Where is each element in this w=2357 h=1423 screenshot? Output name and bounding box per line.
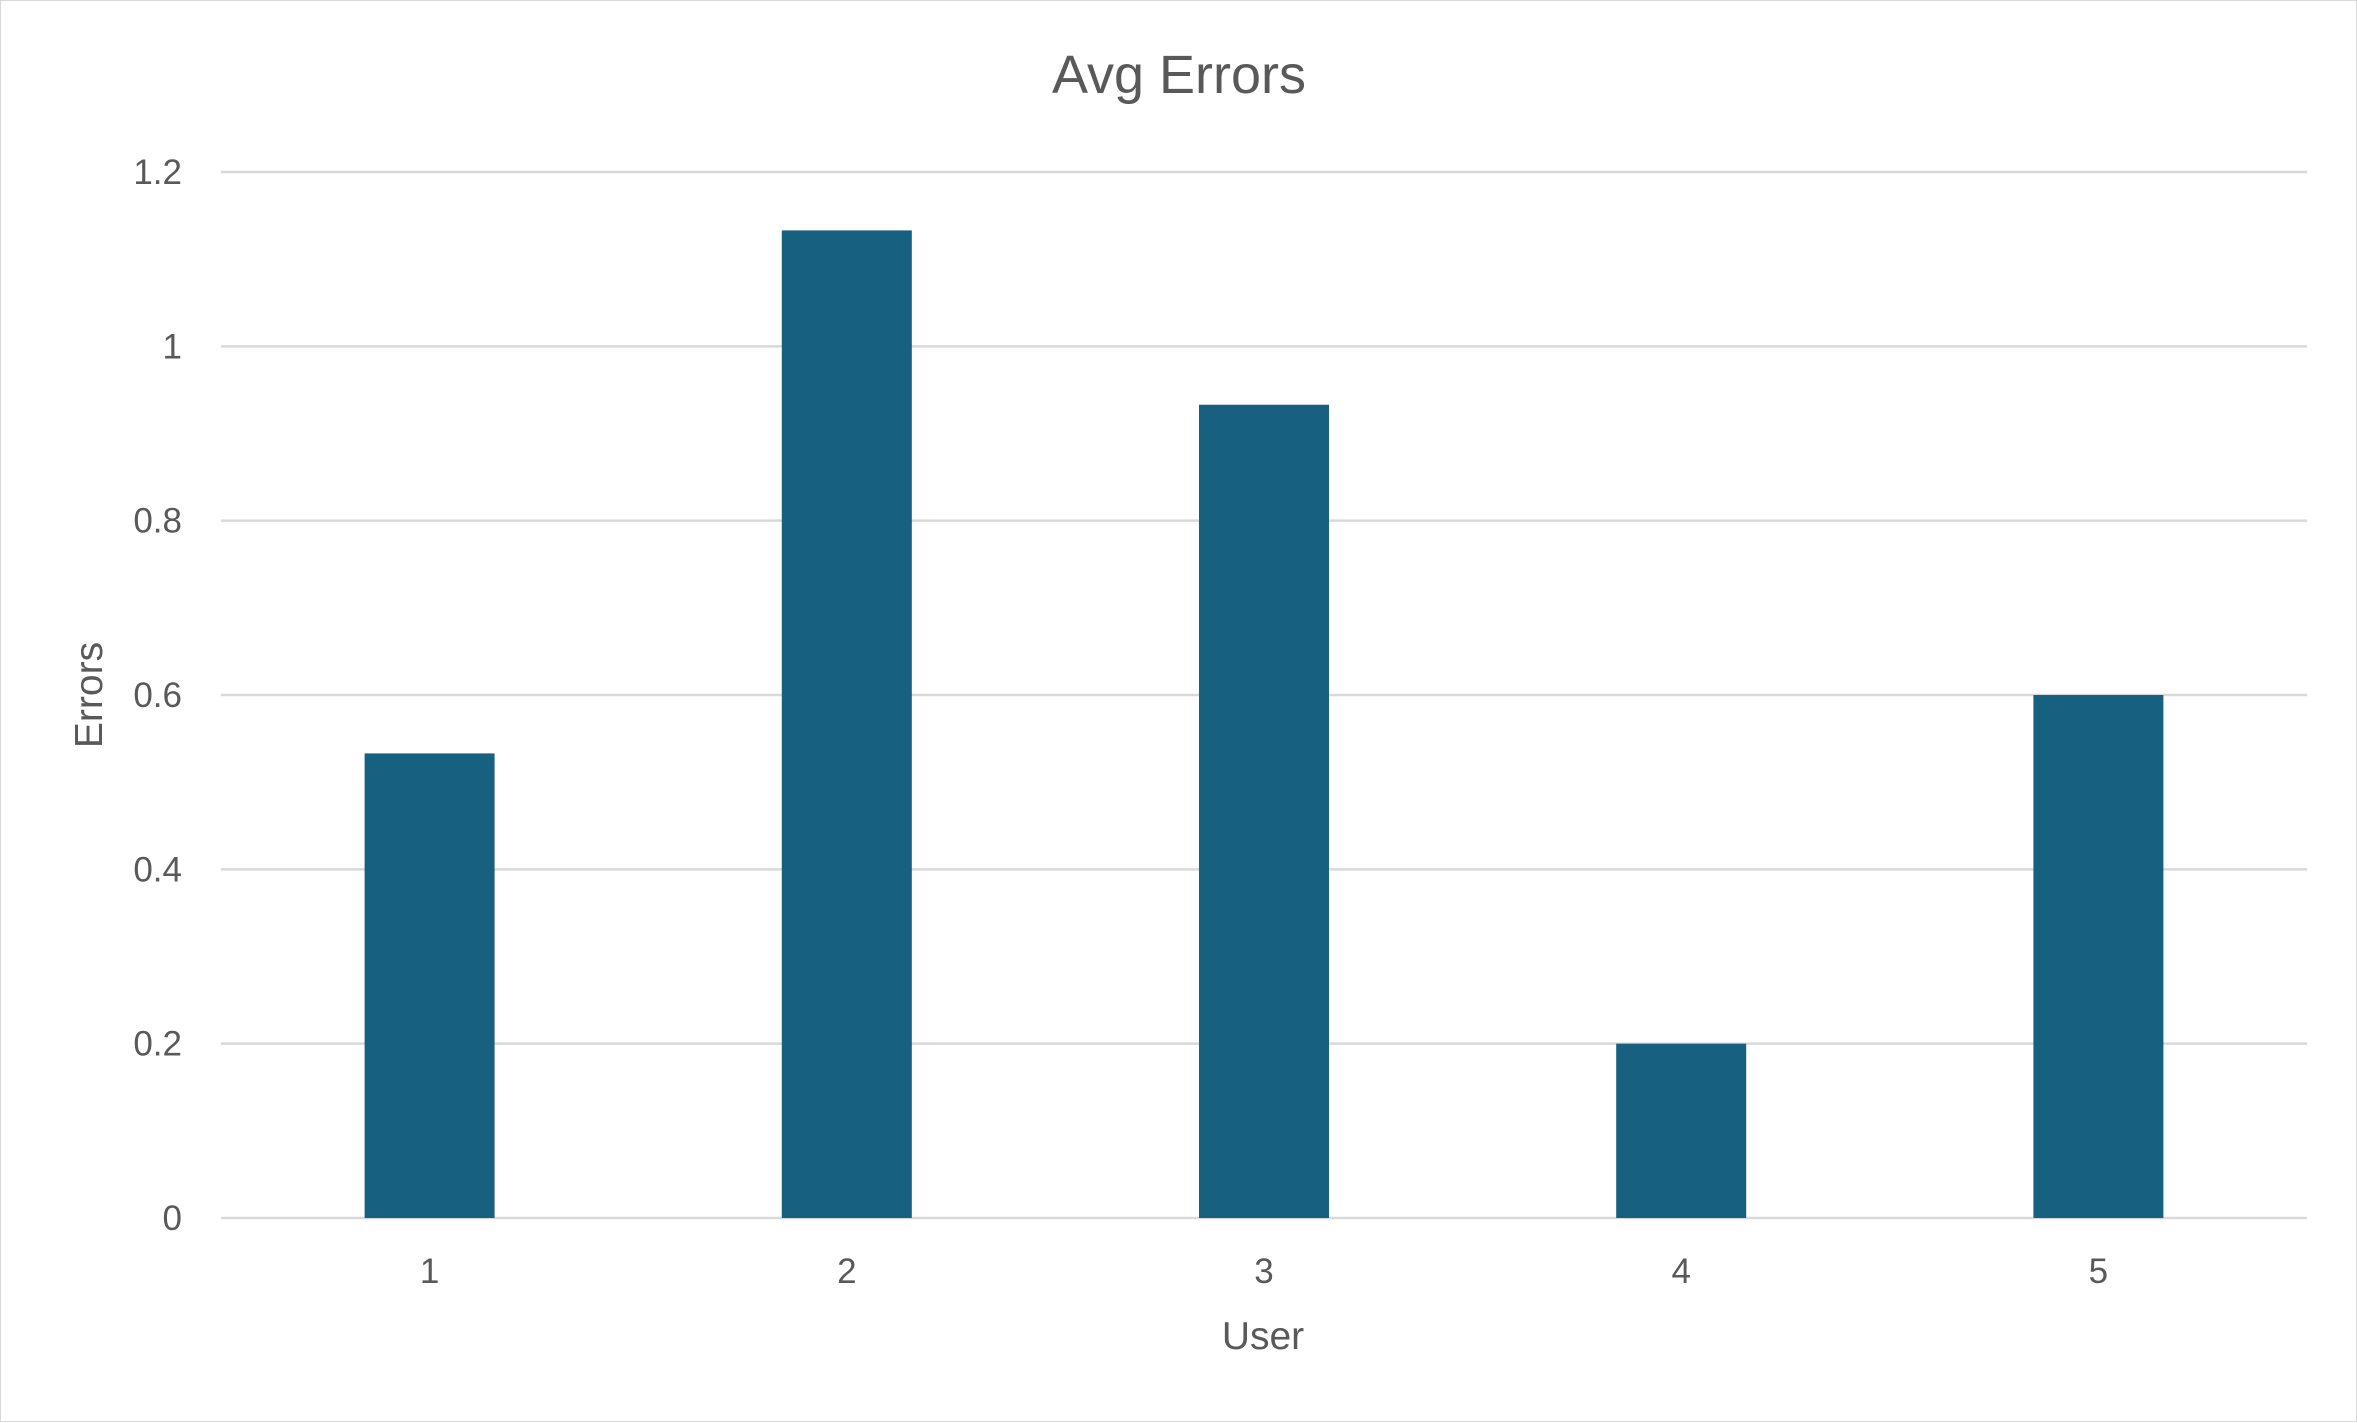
y-tick-label: 0.2 <box>133 1025 182 1064</box>
y-tick-label: 1 <box>163 327 182 366</box>
x-tick-label: 4 <box>1671 1252 1690 1291</box>
x-axis-ticks: 1 2 3 4 5 <box>420 1252 2108 1291</box>
y-tick-label: 1.2 <box>133 153 182 192</box>
x-tick-label: 5 <box>2089 1252 2108 1291</box>
y-axis-title: Errors <box>68 642 111 748</box>
y-tick-label: 0.8 <box>133 502 182 541</box>
chart-title: Avg Errors <box>1052 45 1306 105</box>
y-tick-label: 0.6 <box>133 676 182 715</box>
bar-user-4 <box>1616 1043 1747 1218</box>
x-tick-label: 3 <box>1254 1252 1273 1291</box>
bar-user-1 <box>364 753 495 1218</box>
x-tick-label: 2 <box>837 1252 856 1291</box>
y-tick-label: 0.4 <box>133 850 182 889</box>
bar-user-5 <box>2033 695 2164 1218</box>
bar-user-3 <box>1199 404 1329 1218</box>
bars <box>364 230 2164 1218</box>
x-tick-label: 1 <box>420 1252 439 1291</box>
y-tick-label: 0 <box>163 1199 182 1238</box>
x-axis-title: User <box>1222 1315 1304 1358</box>
bar-user-2 <box>781 230 912 1218</box>
y-axis-ticks: 0 0.2 0.4 0.6 0.8 1 1.2 <box>133 153 182 1238</box>
